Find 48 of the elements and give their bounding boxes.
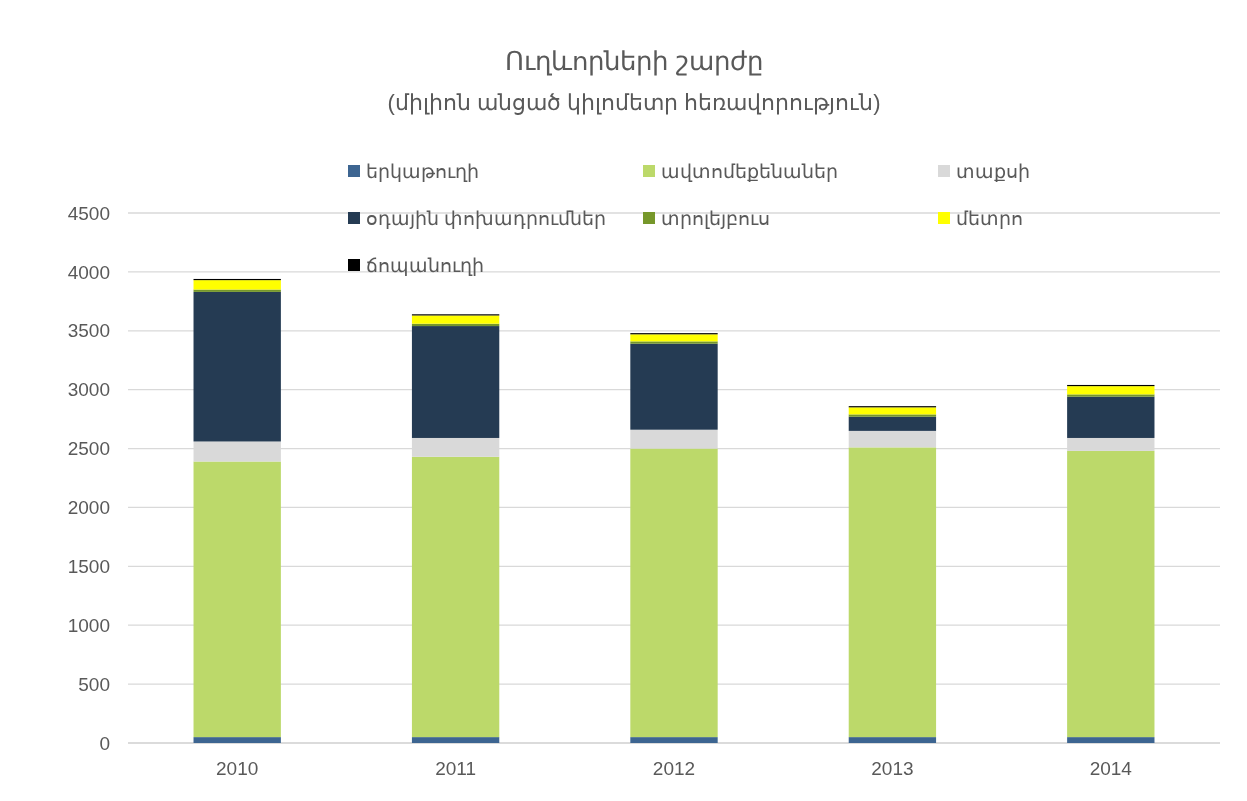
legend-label: տրոլեյբուս [661, 208, 770, 229]
bar [1067, 396, 1155, 438]
x-tick-label: 2013 [871, 758, 914, 779]
bar [411, 315, 500, 324]
bar [1067, 394, 1155, 397]
bar [411, 456, 500, 738]
x-tick-label: 2014 [1089, 758, 1133, 779]
bar [630, 334, 718, 342]
bar [1067, 450, 1155, 738]
bar [848, 407, 937, 415]
y-tick-label: 500 [78, 673, 110, 695]
bar [193, 737, 281, 743]
bar [193, 461, 281, 738]
legend-label: ճոպանուղի [366, 255, 484, 276]
bar [193, 291, 281, 442]
bar [1067, 737, 1155, 743]
legend-label: ավտոմեքենաներ [661, 161, 838, 182]
x-tick-label: 2012 [652, 758, 696, 779]
bar [630, 448, 718, 738]
legend-label: տաքսի [956, 161, 1030, 182]
y-tick-label: 2000 [67, 497, 110, 519]
y-tick-label: 4500 [67, 202, 110, 224]
legend-label: օդային փոխադրումներ [366, 208, 607, 229]
legend-label: մետրո [956, 208, 1023, 229]
bar [411, 737, 500, 743]
bar [1067, 386, 1155, 395]
bar [193, 280, 281, 290]
bar [848, 430, 937, 448]
y-tick-label: 3500 [67, 320, 110, 342]
bar [630, 343, 718, 430]
y-tick-label: 0 [99, 732, 110, 754]
bar [848, 414, 937, 417]
bar [630, 737, 718, 743]
bar [848, 447, 937, 738]
y-tick-label: 3000 [67, 379, 110, 401]
bar [848, 737, 937, 743]
chart-subtitle: (միլիոն անցած կիլոմետր հեռավորություն) [387, 90, 881, 115]
legend-label: երկաթուղի [366, 161, 479, 182]
y-tick-label: 4000 [67, 261, 110, 283]
x-tick-label: 2011 [435, 758, 477, 779]
x-tick-label: 2010 [216, 758, 259, 779]
bar [848, 416, 937, 431]
y-tick-label: 1500 [67, 555, 110, 577]
chart-title: Ուղևորների շարժը [505, 46, 763, 76]
bar [630, 341, 718, 344]
bar [411, 326, 500, 438]
y-tick-label: 2500 [67, 438, 110, 460]
y-tick-label: 1000 [67, 614, 110, 636]
